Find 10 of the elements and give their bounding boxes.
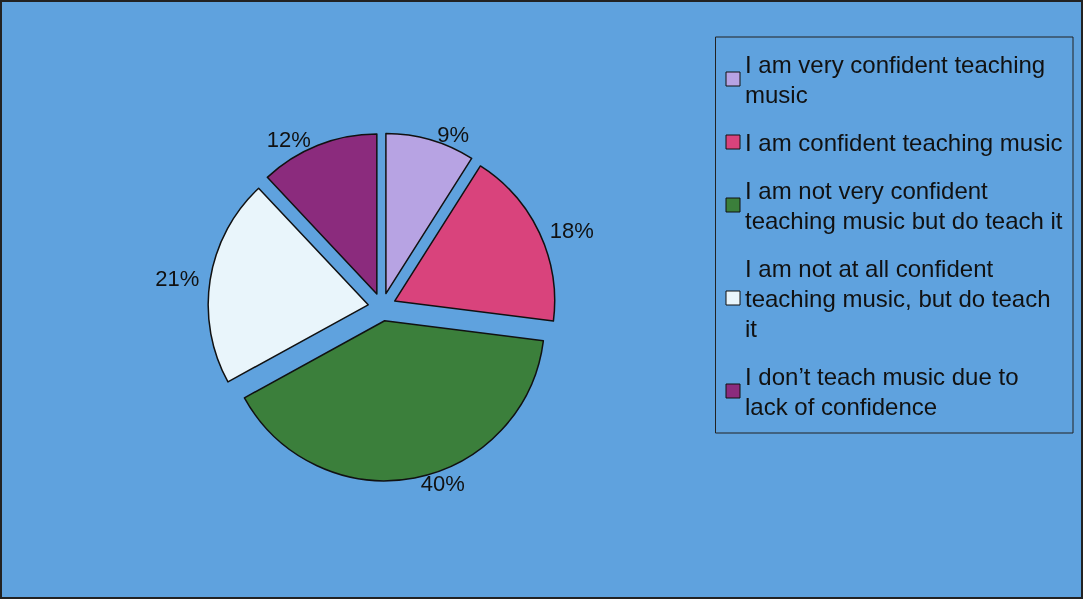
data-label: 12% <box>266 127 311 153</box>
legend-label: I am not at all confident teaching music, but do teach it <box>745 254 1058 342</box>
legend-label: I am not very confident teaching music but do teach it <box>745 176 1063 234</box>
data-label: 9% <box>437 121 470 147</box>
legend-label: I am confident teaching music <box>745 128 1063 156</box>
legend-label: I am very confident teaching music <box>745 50 1052 108</box>
legend-label: I don’t teach music due to lack of confidence <box>745 362 1026 420</box>
data-label: 21% <box>155 266 200 292</box>
data-label: 18% <box>549 217 594 243</box>
data-label: 40% <box>420 471 465 497</box>
